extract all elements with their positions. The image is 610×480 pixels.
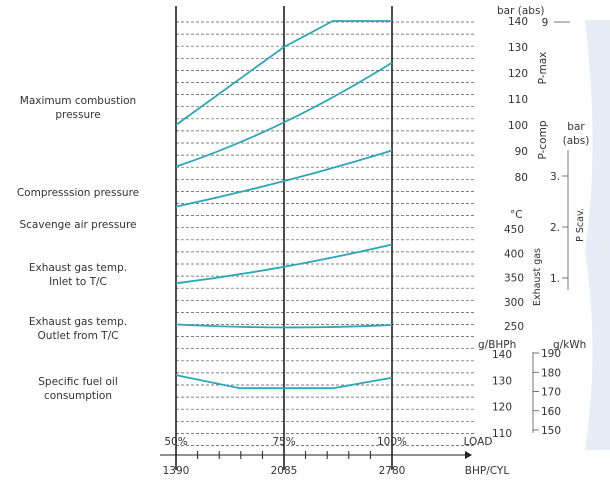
load-tick: 50% <box>164 436 187 448</box>
fuel-kwh-tick: 150 <box>541 425 561 437</box>
fuel-bhp-tick: 130 <box>492 375 512 387</box>
row-label-0: Maximum combustion <box>20 95 136 107</box>
fuel-kwh-tick: 190 <box>541 348 561 360</box>
exhaust-tick: 400 <box>504 248 524 260</box>
row-label-4: Outlet from T/C <box>38 330 119 342</box>
row-label-5: Specific fuel oil <box>38 376 118 388</box>
fuel-kwh-tick: 170 <box>541 387 561 399</box>
pscav-axis-label: P Scav. <box>575 208 586 242</box>
row-label-4: Exhaust gas temp. <box>29 316 127 328</box>
pressure-tick: 120 <box>508 68 528 80</box>
row-label-3: Exhaust gas temp. <box>29 262 127 274</box>
row-label-3: Inlet to T/C <box>49 276 107 288</box>
series-line-3 <box>175 243 393 285</box>
scavenge-tick: 2. <box>550 222 560 234</box>
series-line-0 <box>175 20 392 126</box>
load-tick: 100% <box>377 436 407 448</box>
scavenge-tick: 1. <box>550 273 560 285</box>
series-line-1 <box>175 61 393 168</box>
watermark-shape <box>585 20 610 450</box>
pressure-tick: 100 <box>508 120 528 132</box>
series-line-5 <box>175 374 393 390</box>
row-label-0: pressure <box>55 109 100 121</box>
pcomp-axis-label: P-comp <box>537 120 549 159</box>
row-label-1: Compresssion pressure <box>17 187 139 199</box>
pmax-axis-label: P-max <box>537 52 549 85</box>
fuel-kwh-tick: 180 <box>541 367 561 379</box>
bottom-axis-arrow <box>465 451 472 459</box>
scavenge-unit-line: bar <box>567 121 585 133</box>
row-label-2: Scavenge air pressure <box>19 219 136 231</box>
pressure-tick: 90 <box>515 146 528 158</box>
pressure-tick: 80 <box>515 172 528 184</box>
pressure-tick: 140 <box>508 16 528 28</box>
pressure-tick: 110 <box>508 94 528 106</box>
scavenge-tick: 3. <box>550 171 560 183</box>
load-axis-label: LOAD <box>464 436 493 448</box>
bhp-tick: 1390 <box>163 465 190 477</box>
load-tick: 75% <box>272 436 295 448</box>
series-line-2 <box>175 149 393 208</box>
exhaust-unit-label: °C <box>510 209 523 221</box>
bhp-tick: 2085 <box>271 465 298 477</box>
exhaust-tick: 450 <box>504 224 524 236</box>
row-label-5: consumption <box>44 390 112 402</box>
series-line-4 <box>175 323 393 329</box>
bhp-tick: 2780 <box>379 465 406 477</box>
pressure-tick: 130 <box>508 42 528 54</box>
fuel-kwh-unit-label: g/kWh <box>553 339 586 351</box>
fuel-bhp-tick: 140 <box>492 349 512 361</box>
fuel-bhp-tick: 110 <box>492 428 512 440</box>
fuel-bhp-tick: 120 <box>492 402 512 414</box>
fuel-bhp-unit-label: g/BHPh <box>478 339 516 351</box>
fuel-kwh-tick: 160 <box>541 406 561 418</box>
exhaust-tick: 300 <box>504 297 524 309</box>
pressure-unit-label: bar (abs) <box>497 5 545 17</box>
bhp-axis-label: BHP/CYL <box>465 465 510 477</box>
exhaust-tick: 250 <box>504 321 524 333</box>
exhaust-tick: 350 <box>504 273 524 285</box>
scavenge-unit-line: (abs) <box>563 135 590 147</box>
tick-9-label: 9 <box>542 17 549 29</box>
exhaust-axis-label: Exhaust gas <box>532 248 543 306</box>
